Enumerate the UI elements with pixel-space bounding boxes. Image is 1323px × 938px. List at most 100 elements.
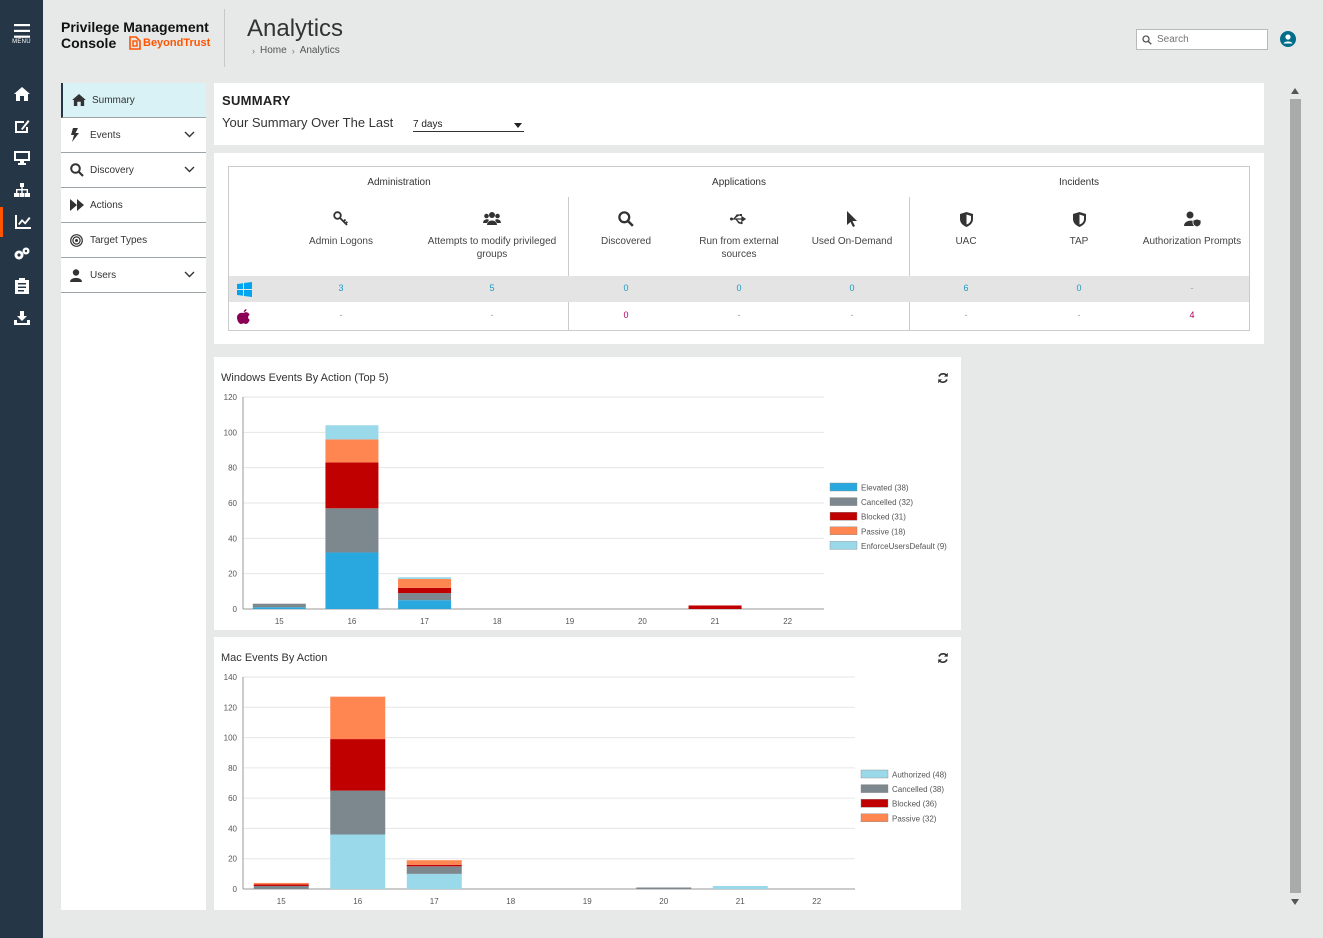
mac-authorization-prompts[interactable]: 4 [1189, 310, 1195, 320]
user-avatar[interactable] [1280, 31, 1296, 52]
scroll-thumb[interactable] [1290, 99, 1301, 893]
win-on-demand[interactable]: 0 [849, 283, 855, 293]
rail-settings[interactable] [0, 239, 43, 269]
legend-label[interactable]: Authorized (48) [892, 771, 947, 780]
bar-segment[interactable] [252, 603, 306, 608]
sidenav-item-users[interactable]: Users [61, 258, 206, 293]
x-tick-label: 21 [736, 897, 745, 906]
legend-swatch[interactable] [860, 784, 889, 793]
bar-segment[interactable] [253, 885, 309, 889]
bar-segment[interactable] [253, 884, 309, 886]
bar-segment[interactable] [325, 439, 379, 463]
rail-analytics[interactable] [0, 207, 43, 237]
bar-segment[interactable] [252, 607, 306, 609]
bar-segment[interactable] [330, 790, 386, 835]
bar-segment[interactable] [325, 552, 379, 609]
legend-swatch[interactable] [829, 482, 858, 492]
win-external-sources[interactable]: 0 [736, 283, 742, 293]
bar-segment[interactable] [636, 887, 692, 889]
search-box[interactable] [1136, 29, 1268, 50]
legend-swatch[interactable] [829, 511, 858, 521]
legend-label[interactable]: Cancelled (38) [892, 785, 944, 794]
rail-home[interactable] [0, 79, 43, 109]
bar-segment[interactable] [712, 885, 768, 889]
col-discovered: Discovered [571, 207, 681, 248]
bar-segment[interactable] [398, 578, 452, 588]
chevron-down-icon[interactable] [184, 166, 195, 173]
mac-discovered[interactable]: 0 [623, 310, 629, 320]
legend-label[interactable]: Cancelled (32) [861, 498, 913, 507]
legend-swatch[interactable] [860, 813, 889, 823]
legend-label[interactable]: Blocked (31) [861, 513, 906, 522]
legend-label[interactable]: Passive (18) [861, 527, 906, 536]
mac-events-chart-panel: Mac Events By Action 0 20 40 60 80 100 120 140 1… [214, 637, 961, 910]
win-tap[interactable]: 0 [1076, 283, 1082, 293]
download-icon [13, 311, 30, 325]
win-privileged-groups[interactable]: 5 [489, 283, 495, 293]
legend-swatch[interactable] [860, 769, 889, 779]
bar-segment[interactable] [325, 425, 379, 440]
chevron-down-icon[interactable] [184, 131, 195, 138]
bar-segment[interactable] [406, 873, 462, 889]
menu-button[interactable]: MENU [0, 24, 43, 45]
legend-swatch[interactable] [829, 541, 858, 550]
bar-segment[interactable] [406, 864, 462, 867]
chevron-down-icon[interactable] [184, 271, 195, 278]
brand-line-2: Console [61, 35, 117, 51]
bar-segment[interactable] [330, 696, 386, 740]
sidenav-item-summary[interactable]: Summary [61, 83, 206, 118]
bar-segment[interactable] [398, 577, 452, 579]
refresh-icon[interactable] [937, 372, 949, 384]
rail-computers[interactable] [0, 143, 43, 173]
sidenav-item-target-types[interactable]: Target Types [61, 223, 206, 258]
bar-segment[interactable] [688, 605, 742, 609]
win-uac[interactable]: 6 [963, 283, 969, 293]
sidenav-item-discovery[interactable]: Discovery [61, 153, 206, 188]
bar-segment[interactable] [330, 739, 386, 791]
x-tick-label: 15 [275, 617, 284, 626]
bar-segment[interactable] [406, 860, 462, 865]
refresh-icon[interactable] [937, 652, 949, 664]
bar-segment[interactable] [325, 462, 379, 509]
legend-swatch[interactable] [829, 526, 858, 536]
mac-admin-logons: - [339, 310, 343, 320]
bar-segment[interactable] [398, 593, 452, 601]
bar-segment[interactable] [253, 882, 309, 885]
period-select[interactable]: 7 days [413, 119, 524, 132]
sidenav-item-actions[interactable]: Actions [61, 188, 206, 223]
bar-segment[interactable] [325, 508, 379, 553]
rail-clipboard[interactable] [0, 271, 43, 301]
lightning-icon [71, 128, 79, 142]
legend-swatch[interactable] [829, 497, 858, 506]
rail-deploy[interactable] [0, 111, 43, 141]
legend-label[interactable]: EnforceUsersDefault (9) [861, 542, 947, 551]
scroll-down-arrow-icon[interactable] [1291, 899, 1299, 905]
y-tick-label: 60 [228, 794, 237, 803]
legend-swatch[interactable] [860, 798, 889, 808]
breadcrumb-home[interactable]: Home [260, 45, 287, 56]
sidenav-label: Target Types [90, 234, 148, 246]
sidenav-label: Users [90, 269, 117, 281]
page-scrollbar[interactable] [1288, 86, 1302, 908]
rail-download[interactable] [0, 303, 43, 333]
win-admin-logons[interactable]: 3 [338, 283, 344, 293]
summary-header-panel: SUMMARY Your Summary Over The Last 7 day… [214, 83, 1264, 145]
rail-groups[interactable] [0, 175, 43, 205]
search-input[interactable] [1157, 34, 1257, 45]
legend-label[interactable]: Elevated (38) [861, 484, 909, 493]
mac-uac: - [964, 310, 968, 320]
legend-label[interactable]: Passive (32) [892, 814, 937, 823]
bar-segment[interactable] [398, 600, 452, 609]
legend-label[interactable]: Blocked (36) [892, 800, 937, 809]
bar-segment[interactable] [398, 587, 452, 594]
bar-segment[interactable] [330, 834, 386, 889]
y-tick-label: 60 [228, 499, 237, 508]
analytics-icon [15, 215, 31, 229]
scroll-up-arrow-icon[interactable] [1291, 88, 1299, 94]
sidenav-item-events[interactable]: Events [61, 118, 206, 153]
chart-title: Windows Events By Action (Top 5) [221, 372, 389, 384]
bar-segment[interactable] [406, 866, 462, 874]
y-tick-label: 20 [228, 855, 237, 864]
x-tick-label: 20 [659, 897, 668, 906]
win-discovered[interactable]: 0 [623, 283, 629, 293]
